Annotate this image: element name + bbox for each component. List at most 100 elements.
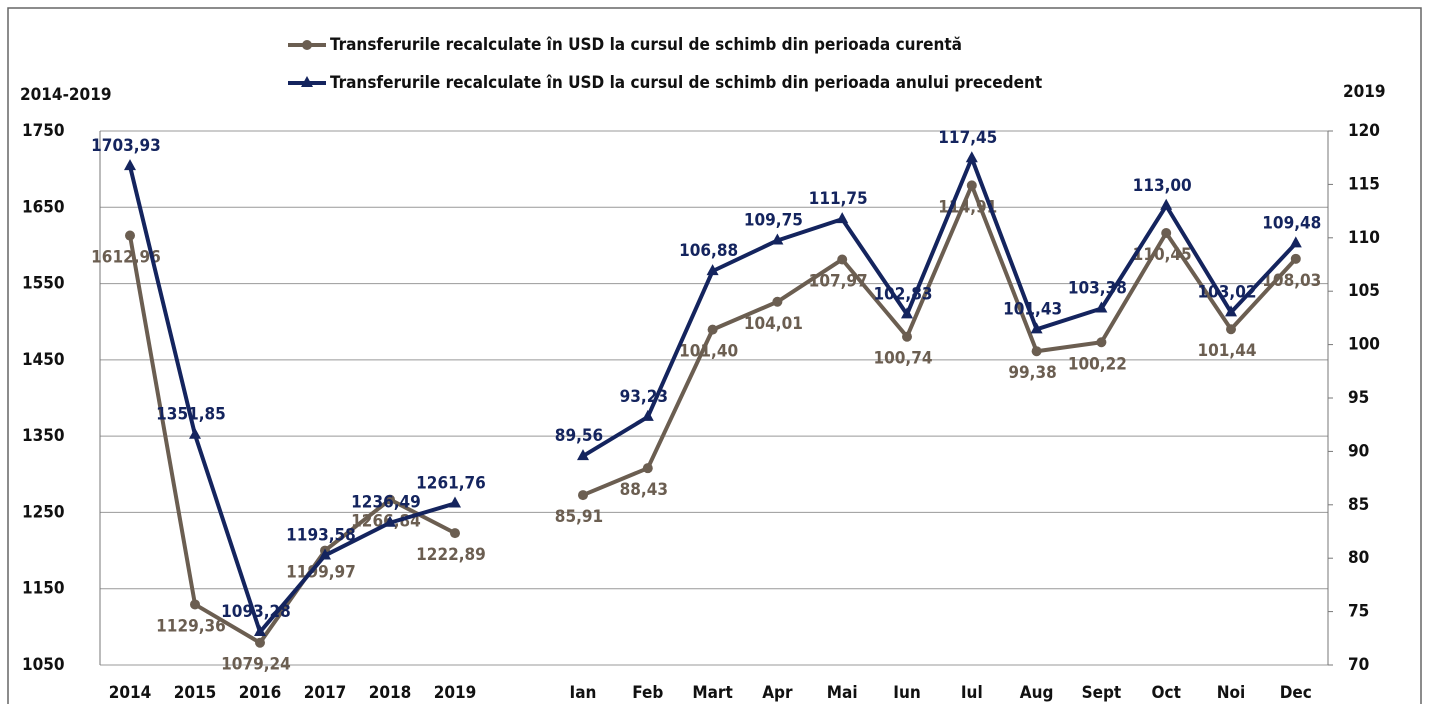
y2-tick-label: 120 bbox=[1348, 121, 1380, 141]
point bbox=[1160, 198, 1173, 210]
point bbox=[771, 233, 784, 245]
y-tick-label: 1750 bbox=[22, 121, 65, 141]
y2-tick-label: 85 bbox=[1348, 495, 1369, 515]
x-tick-label: Mart bbox=[692, 683, 732, 703]
legend-label: Transferurile recalculate în USD la curs… bbox=[330, 35, 962, 55]
data-label: 111,75 bbox=[809, 189, 868, 209]
point bbox=[384, 515, 396, 527]
data-label: 85,91 bbox=[555, 507, 603, 527]
point bbox=[707, 324, 718, 335]
point bbox=[255, 637, 265, 648]
point bbox=[706, 264, 719, 276]
legend-label: Transferurile recalculate în USD la curs… bbox=[330, 73, 1042, 93]
x-tick-label: Dec bbox=[1280, 683, 1312, 703]
x-tick-label: Ian bbox=[570, 683, 597, 703]
x-tick-label: 2018 bbox=[369, 683, 412, 703]
point bbox=[1289, 236, 1302, 248]
y-tick-label: 1250 bbox=[22, 502, 65, 522]
point bbox=[450, 528, 460, 539]
data-label: 1079,24 bbox=[221, 655, 291, 675]
x-tick-label: 2014 bbox=[109, 683, 152, 703]
point bbox=[837, 254, 848, 265]
data-label: 109,48 bbox=[1262, 213, 1321, 233]
x-tick-label: 2016 bbox=[239, 683, 282, 703]
y-tick-label: 1550 bbox=[22, 274, 65, 294]
y-tick-label: 1650 bbox=[22, 197, 65, 217]
x-tick-label: Oct bbox=[1152, 683, 1181, 703]
point bbox=[1225, 305, 1237, 317]
point bbox=[319, 548, 331, 560]
data-label: 110,45 bbox=[1133, 245, 1192, 265]
x-tick-label: Mai bbox=[827, 683, 858, 703]
point bbox=[901, 307, 913, 319]
point bbox=[124, 159, 136, 171]
data-label: 103,38 bbox=[1068, 279, 1127, 299]
x-tick-label: Noi bbox=[1217, 683, 1246, 703]
x-tick-label: Feb bbox=[632, 683, 663, 703]
data-label: 1612,96 bbox=[91, 248, 161, 268]
point bbox=[836, 212, 849, 224]
data-label: 1261,76 bbox=[416, 473, 486, 493]
y2-tick-label: 70 bbox=[1348, 655, 1369, 675]
data-label: 101,44 bbox=[1197, 341, 1256, 361]
y2-tick-label: 115 bbox=[1348, 174, 1380, 194]
point bbox=[1031, 346, 1042, 357]
point bbox=[1226, 324, 1236, 335]
point bbox=[190, 599, 200, 610]
data-label: 1222,89 bbox=[416, 545, 486, 565]
point bbox=[1096, 337, 1107, 348]
x-tick-label: 2019 bbox=[434, 683, 477, 703]
x-tick-label: 2017 bbox=[304, 683, 347, 703]
data-label: 109,75 bbox=[744, 210, 803, 230]
x-tick-label: 2015 bbox=[174, 683, 217, 703]
data-label: 1193,58 bbox=[286, 525, 356, 545]
data-label: 1266,84 bbox=[351, 512, 421, 532]
point bbox=[772, 296, 783, 307]
x-tick-label: Iul bbox=[961, 683, 983, 703]
y2-tick-label: 110 bbox=[1348, 228, 1380, 248]
point bbox=[641, 409, 654, 421]
data-label: 101,43 bbox=[1003, 299, 1062, 319]
data-label: 113,00 bbox=[1133, 176, 1192, 196]
data-label: 88,43 bbox=[620, 480, 668, 500]
series-line bbox=[128, 165, 456, 634]
series-line bbox=[581, 156, 1298, 458]
data-label: 106,88 bbox=[679, 241, 738, 261]
point bbox=[642, 463, 653, 474]
y-tick-label: 1350 bbox=[22, 426, 65, 446]
data-label: 1199,97 bbox=[286, 563, 356, 583]
point bbox=[254, 624, 266, 636]
y-tick-label: 1450 bbox=[22, 350, 65, 370]
y2-tick-label: 75 bbox=[1348, 602, 1369, 622]
y2-tick-label: 95 bbox=[1348, 388, 1369, 408]
data-label: 108,03 bbox=[1262, 271, 1321, 291]
series-line bbox=[582, 183, 1298, 497]
data-label: 104,01 bbox=[744, 314, 803, 334]
data-label: 100,74 bbox=[873, 349, 932, 369]
point bbox=[965, 151, 978, 163]
x-tick-label: Iun bbox=[893, 683, 920, 703]
data-label: 1703,93 bbox=[91, 136, 161, 156]
x-tick-label: Apr bbox=[762, 683, 793, 703]
frame bbox=[7, 7, 1422, 704]
y2-tick-label: 105 bbox=[1348, 281, 1380, 301]
x-tick-label: Aug bbox=[1020, 683, 1054, 703]
data-label: 117,45 bbox=[938, 128, 997, 148]
y2-tick-label: 100 bbox=[1348, 335, 1380, 355]
data-label: 89,56 bbox=[555, 426, 603, 446]
data-label: 102,83 bbox=[873, 284, 932, 304]
point bbox=[385, 494, 395, 505]
y-tick-label: 1150 bbox=[22, 579, 65, 599]
point bbox=[302, 40, 312, 50]
data-label: 93,23 bbox=[620, 387, 668, 407]
data-label: 100,22 bbox=[1068, 354, 1127, 374]
y2-tick-label: 80 bbox=[1348, 548, 1369, 568]
data-label: 1351,85 bbox=[156, 405, 226, 425]
data-label: 1236,49 bbox=[351, 493, 421, 513]
point bbox=[189, 427, 201, 439]
x-tick-label: Sept bbox=[1082, 683, 1122, 703]
point bbox=[449, 496, 461, 508]
data-label: 101,40 bbox=[679, 342, 738, 362]
data-label: 1129,36 bbox=[156, 616, 226, 636]
y-axis-title: 2014-2019 bbox=[20, 85, 111, 105]
